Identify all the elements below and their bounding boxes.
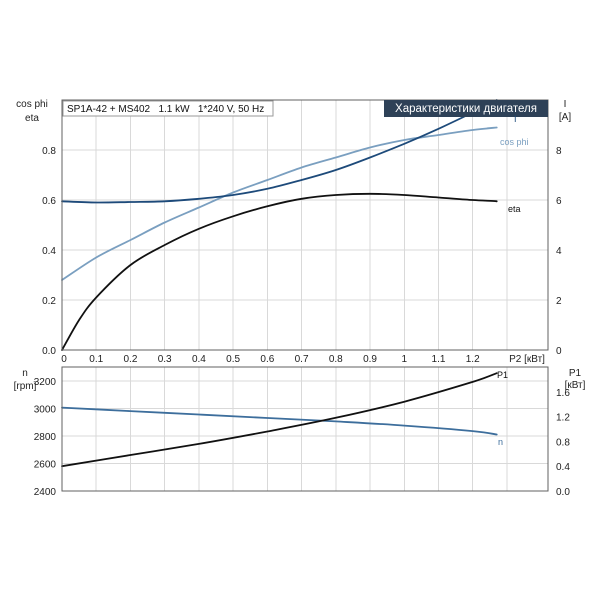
caption-box: [62, 100, 274, 117]
left-tick-label: 0.8: [42, 146, 56, 157]
right-tick-label: 4: [556, 246, 562, 257]
x-tick-label: 1.2: [466, 354, 480, 365]
x-tick-label: 0.5: [226, 354, 240, 365]
bottom-left-tick-label: 3200: [34, 377, 57, 388]
bottom-right-tick-label: 1.2: [556, 413, 570, 424]
top-grid: [62, 100, 548, 350]
left-tick-label: 0.0: [42, 346, 56, 357]
top-curves: [61, 99, 498, 351]
chart-caption: SP1A-42 + MS402 1.1 kW 1*240 V, 50 Hz: [67, 104, 264, 115]
x-tick-label: 0.6: [260, 354, 274, 365]
x-tick-label: 0.1: [89, 354, 103, 365]
p1-curve: [61, 372, 498, 468]
right-tick-label: 0: [556, 346, 562, 357]
title-badge: [384, 100, 548, 117]
curve-label-n: n: [498, 437, 503, 447]
top-left-tick-labels: 0.0 0.2 0.4 0.6 0.8: [42, 146, 56, 357]
x-tick-label: 0.7: [295, 354, 309, 365]
bottom-curves: [61, 372, 498, 468]
bottom-right-tick-labels: 0.0 0.4 0.8 1.2 1.6: [556, 388, 570, 498]
cosphi-curve: [61, 126, 498, 281]
bottom-left-axis-unit: [rpm]: [14, 381, 37, 392]
bottom-left-tick-label: 2400: [34, 487, 57, 498]
right-axis-title-current: I: [564, 99, 567, 110]
bottom-right-axis-unit: [кВт]: [565, 380, 586, 391]
bottom-grid: [61, 367, 548, 491]
bottom-right-tick-label: 0.4: [556, 462, 570, 473]
current-curve: [61, 99, 498, 204]
right-axis-title-current-unit: [A]: [559, 112, 571, 123]
bottom-chart: 2400 2600 2800 3000 3200 0.0 0.4 0.8 1.2 1.6 n […: [14, 366, 586, 498]
x-tick-label: 0: [61, 354, 67, 365]
left-tick-label: 0.6: [42, 196, 56, 207]
right-tick-label: 2: [556, 296, 562, 307]
curve-label-current: I: [514, 114, 517, 124]
x-tick-label: 0.3: [158, 354, 172, 365]
bottom-right-tick-label: 0.0: [556, 487, 570, 498]
speed-curve: [61, 406, 498, 436]
left-axis-title-cosphi: cos phi: [16, 99, 48, 110]
bottom-left-tick-labels: 2400 2600 2800 3000 3200: [34, 377, 57, 498]
curve-label-eta: eta: [508, 204, 521, 214]
curve-label-cosphi: cos phi: [500, 137, 529, 147]
bottom-right-tick-label: 0.8: [556, 437, 570, 448]
x-tick-label: 0.2: [123, 354, 137, 365]
left-tick-label: 0.2: [42, 296, 56, 307]
bottom-left-axis-title: n: [22, 368, 28, 379]
bottom-plot-frame: [61, 366, 549, 492]
top-right-tick-labels: 0 2 4 6 8: [556, 146, 562, 357]
bottom-right-tick-label: 1.6: [556, 388, 570, 399]
x-axis-title: P2 [кВт]: [509, 354, 545, 365]
x-tick-label: 1: [401, 354, 407, 365]
x-tick-label: 0.8: [329, 354, 343, 365]
top-chart: 0 0.1 0.2 0.3 0.4 0.5 0.6 0.7 0.8 0.9 1 1.1 1.2 0.00…: [16, 99, 571, 365]
eta-curve: [61, 192, 498, 351]
x-tick-label: 1.1: [432, 354, 446, 365]
left-axis-title-eta: eta: [25, 113, 39, 124]
bottom-left-tick-label: 2800: [34, 432, 57, 443]
title-badge-text: Характеристики двигателя: [395, 103, 537, 115]
bottom-left-tick-label: 2600: [34, 459, 57, 470]
left-tick-label: 0.4: [42, 246, 56, 257]
right-tick-label: 6: [556, 196, 562, 207]
curve-label-p1: P1: [497, 370, 508, 380]
top-x-tick-labels: 0 0.1 0.2 0.3 0.4 0.5 0.6 0.7 0.8 0.9 1 1.1 1.2: [61, 354, 480, 365]
bottom-right-axis-title: P1: [569, 368, 582, 379]
top-plot-frame: [61, 99, 549, 351]
x-tick-label: 0.9: [363, 354, 377, 365]
x-tick-label: 0.4: [192, 354, 206, 365]
right-tick-label: 8: [556, 146, 562, 157]
bottom-left-tick-label: 3000: [34, 404, 57, 415]
